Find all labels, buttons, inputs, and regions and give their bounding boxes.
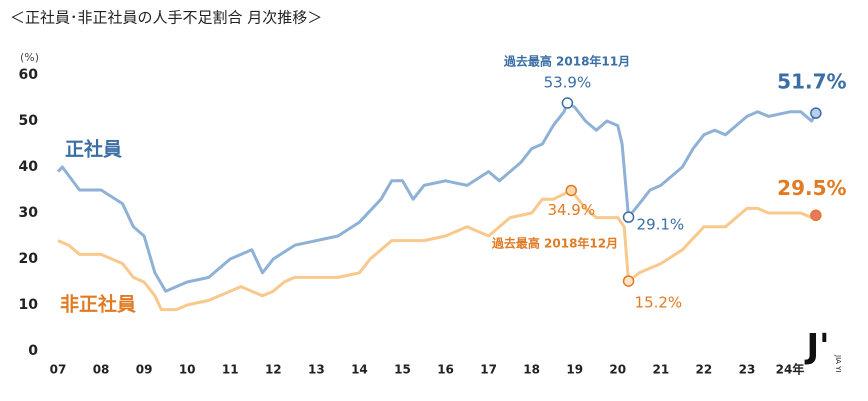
x-tick-label: 15: [394, 363, 411, 377]
y-tick-label: 50: [19, 113, 39, 129]
point-marker: [561, 97, 574, 109]
x-tick-label: 12: [265, 363, 282, 377]
x-tick-label: 09: [136, 363, 153, 377]
annotation: 過去最高 2018年12月: [491, 236, 618, 251]
series-name: 正社員: [65, 138, 122, 161]
value-label: 34.9%: [547, 201, 595, 219]
x-tick-label: 13: [308, 363, 325, 377]
value-label: 15.2%: [635, 294, 683, 312]
series-name: 非正社員: [60, 293, 136, 316]
y-tick-label: 30: [19, 205, 39, 221]
x-tick-label: 24年: [776, 362, 805, 377]
x-tick-label: 14: [351, 363, 368, 377]
logo-text: JIA YI: [834, 354, 842, 372]
logo-mark: J': [804, 327, 829, 367]
value-label: 51.7%: [777, 70, 846, 94]
x-tick-label: 20: [609, 363, 626, 377]
annotation: 過去最高 2018年11月: [503, 54, 630, 69]
x-tick-label: 16: [437, 363, 454, 377]
point-marker: [810, 209, 822, 222]
value-label: 29.5%: [777, 176, 846, 200]
x-tick-label: 18: [523, 363, 540, 377]
y-tick-label: 40: [19, 159, 39, 175]
x-tick-label: 22: [696, 363, 713, 377]
series-line: [56, 101, 818, 293]
x-tick-label: 08: [93, 363, 110, 377]
y-tick-label: 10: [19, 297, 39, 313]
point-marker: [622, 211, 635, 223]
point-marker: [810, 107, 822, 119]
value-label: 29.1%: [637, 216, 685, 234]
x-tick-label: 10: [179, 363, 196, 377]
point-marker: [622, 275, 635, 287]
y-tick-label: 20: [19, 251, 39, 267]
x-tick-label: 17: [480, 363, 497, 377]
y-tick-label: 60: [19, 67, 39, 83]
x-tick-label: 11: [222, 363, 239, 377]
x-tick-label: 07: [50, 363, 67, 377]
x-tick-label: 19: [566, 363, 583, 377]
series-line: [57, 189, 817, 312]
value-label: 53.9%: [544, 74, 592, 92]
y-tick-label: 0: [28, 343, 38, 359]
y-unit: (%): [20, 51, 39, 64]
x-tick-label: 23: [739, 363, 756, 377]
x-tick-label: 21: [652, 363, 669, 377]
chart-title: ＜正社員･非正社員の人手不足割合 月次推移＞: [10, 9, 322, 27]
point-marker: [565, 184, 578, 197]
